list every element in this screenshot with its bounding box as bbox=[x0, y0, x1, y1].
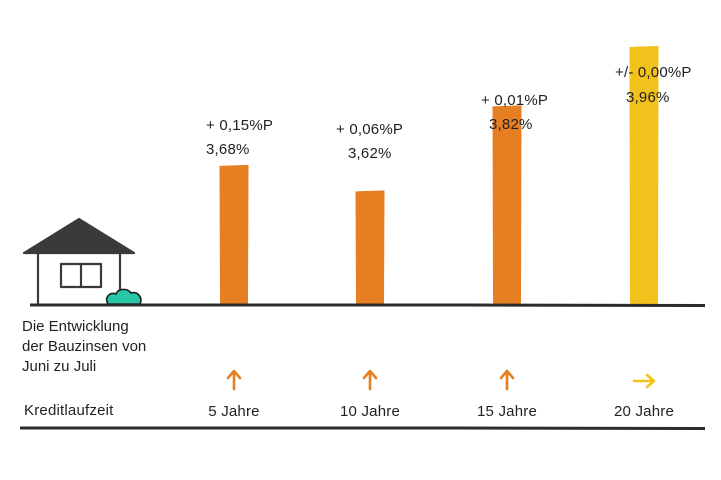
change-label-1: + 0,15%P bbox=[206, 117, 274, 134]
bush-icon bbox=[105, 288, 142, 305]
x-axis-title: Kreditlaufzeit bbox=[24, 402, 114, 419]
chart-description: Die Entwicklung der Bauzinsen von Juni z… bbox=[22, 317, 146, 377]
value-label-4: 3,96% bbox=[626, 89, 670, 106]
category-label-4: 20 Jahre bbox=[614, 403, 674, 420]
value-label-2: 3,62% bbox=[348, 145, 392, 162]
arrow-right-icon bbox=[632, 373, 656, 389]
category-label-3: 15 Jahre bbox=[477, 403, 537, 420]
description-line-2: der Bauzinsen von bbox=[22, 338, 147, 355]
x-axis-line bbox=[29, 303, 706, 307]
description-line-3: Juni zu Juli bbox=[22, 358, 97, 375]
bottom-rule bbox=[19, 426, 706, 430]
category-label-2: 10 Jahre bbox=[340, 403, 400, 420]
bar-1 bbox=[219, 164, 249, 306]
arrow-up-icon bbox=[362, 369, 378, 391]
bars-group bbox=[219, 45, 659, 306]
category-label-1: 5 Jahre bbox=[208, 403, 260, 420]
change-label-4: +/- 0,00%P bbox=[615, 64, 692, 81]
value-label-3: 3,82% bbox=[489, 116, 533, 133]
description-line-1: Die Entwicklung bbox=[22, 318, 129, 335]
value-label-1: 3,68% bbox=[206, 141, 250, 158]
bar-2 bbox=[355, 190, 385, 306]
arrows-group bbox=[226, 369, 656, 391]
bar-3 bbox=[492, 105, 522, 306]
arrow-up-icon bbox=[226, 369, 242, 391]
arrow-up-icon bbox=[499, 369, 515, 391]
change-label-2: + 0,06%P bbox=[336, 121, 404, 138]
bar-4 bbox=[629, 45, 659, 306]
change-label-3: + 0,01%P bbox=[481, 92, 549, 109]
house-icon bbox=[22, 217, 136, 304]
